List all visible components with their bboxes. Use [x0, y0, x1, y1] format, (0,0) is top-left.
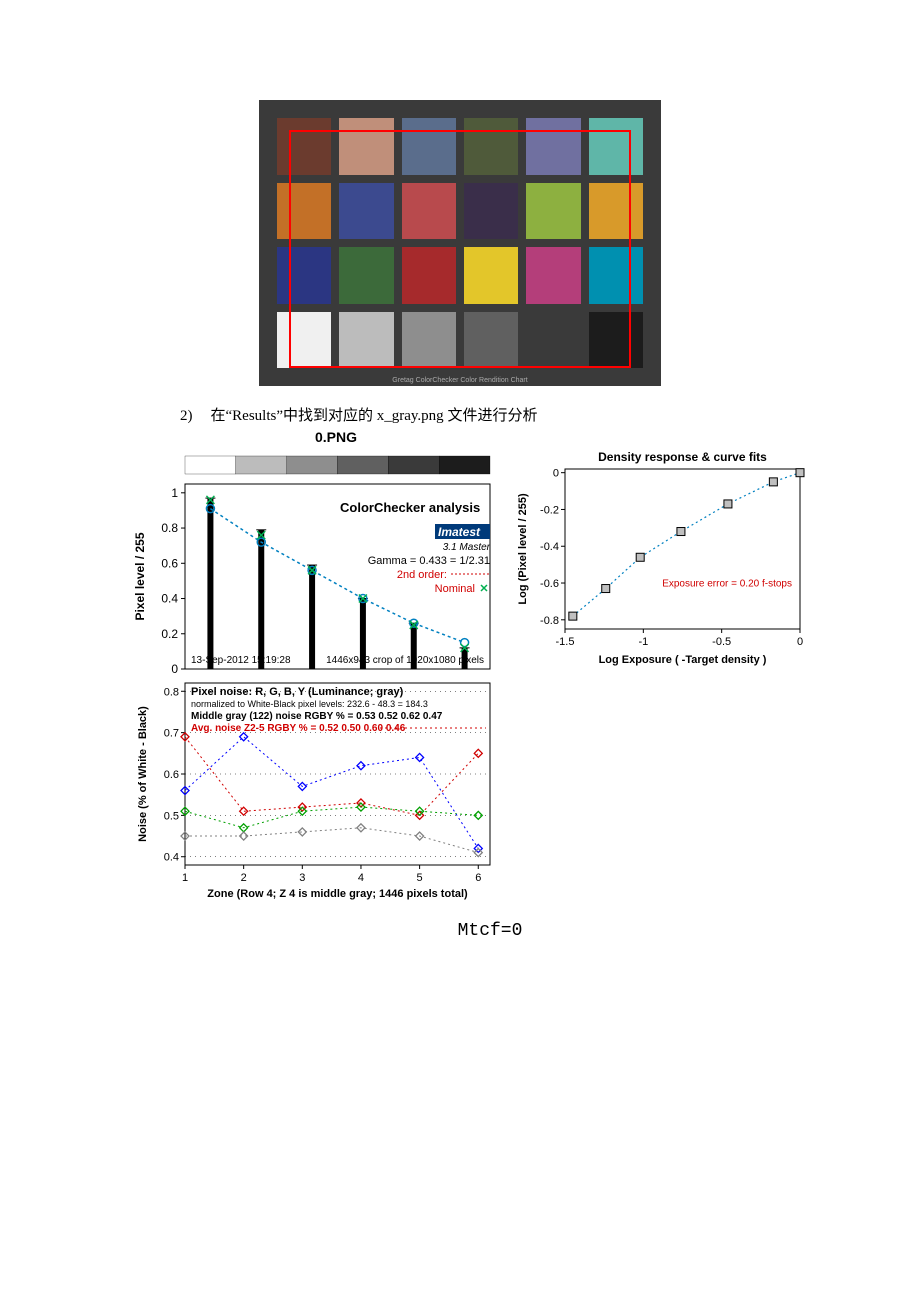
svg-text:1: 1 [182, 872, 188, 884]
colorchecker-swatch [526, 183, 580, 240]
colorchecker-swatch [526, 247, 580, 304]
svg-text:-1: -1 [638, 636, 648, 648]
svg-text:4: 4 [358, 872, 364, 884]
svg-text:0.4: 0.4 [161, 592, 178, 606]
svg-text:Log Exposure ( -Target densit: Log Exposure ( -Target density ) [599, 654, 767, 666]
svg-text:normalized to White-Black pixe: normalized to White-Black pixel levels: … [191, 699, 428, 709]
colorchecker-swatch [464, 312, 518, 369]
svg-text:2: 2 [241, 872, 247, 884]
colorchecker-swatch [589, 183, 643, 240]
colorchecker-swatch [589, 247, 643, 304]
step-number: 2) [180, 408, 193, 424]
colorchecker-swatch [277, 247, 331, 304]
svg-text:3.1 Master: 3.1 Master [443, 542, 491, 553]
svg-text:Avg. noise Z2-5 RGBY % = 0.52: Avg. noise Z2-5 RGBY % = 0.52 0.50 0.60 … [191, 723, 406, 734]
svg-text:-0.6: -0.6 [540, 578, 559, 590]
svg-text:Log (Pixel level / 255): Log (Pixel level / 255) [517, 493, 529, 605]
svg-text:2nd order:: 2nd order: [397, 569, 447, 581]
svg-text:0: 0 [797, 636, 803, 648]
colorchecker-swatch [339, 118, 393, 175]
svg-text:-1.5: -1.5 [556, 636, 575, 648]
svg-text:-0.8: -0.8 [540, 615, 559, 627]
chart-pixel-noise: 0.4 0.5 0.6 0.7 0.8 1 2 3 4 5 6 Noise (% of White -… [130, 671, 500, 901]
svg-text:0: 0 [553, 468, 559, 480]
colorchecker-swatch [589, 118, 643, 175]
svg-text:0.8: 0.8 [164, 686, 179, 698]
step-instruction: 2) 在“Results”中找到对应的 x_gray.png 文件进行分析 [180, 404, 920, 425]
step-text-before: 在“Results”中找到对应的 [211, 408, 377, 424]
figure-title: 0.PNG [315, 429, 357, 445]
colorchecker-swatch [277, 118, 331, 175]
chart-density-response: Density response & curve fits -0.8 -0.6 -0.… [510, 449, 810, 669]
svg-text:0.8: 0.8 [161, 521, 178, 535]
colorchecker-swatch [277, 183, 331, 240]
svg-text:Pixel level / 255: Pixel level / 255 [133, 532, 147, 620]
colorchecker-swatch [526, 312, 580, 369]
svg-text:ColorChecker analysis: ColorChecker analysis [340, 500, 480, 515]
colorchecker-swatch [402, 312, 456, 369]
svg-text:Middle gray (122) noise RGBY %: Middle gray (122) noise RGBY % = 0.53 0.… [191, 711, 443, 722]
svg-text:1: 1 [171, 486, 178, 500]
colorchecker-swatch [526, 118, 580, 175]
svg-text:0.2: 0.2 [161, 627, 178, 641]
svg-text:Gamma = 0.433 = 1/2.31: Gamma = 0.433 = 1/2.31 [368, 555, 490, 567]
svg-text:0.5: 0.5 [164, 810, 179, 822]
colorchecker-swatch [339, 312, 393, 369]
svg-text:1446x943 crop of 1920x1080 pix: 1446x943 crop of 1920x1080 pixels [326, 655, 484, 666]
colorchecker-swatch [277, 312, 331, 369]
colorchecker-swatch [339, 183, 393, 240]
svg-text:5: 5 [417, 872, 423, 884]
colorchecker-swatch [339, 247, 393, 304]
svg-text:Imatest: Imatest [438, 525, 481, 539]
colorchecker-caption: Gretag ColorChecker Color Rendition Char… [259, 377, 661, 384]
step-text-after: 文件进行分析 [444, 408, 538, 424]
colorchecker-swatch [402, 247, 456, 304]
colorchecker-chart: Gretag ColorChecker Color Rendition Char… [259, 100, 661, 386]
mtcf-value: Mtcf=0 [60, 921, 920, 941]
svg-text:-0.5: -0.5 [712, 636, 731, 648]
step-filename: x_gray.png [377, 408, 444, 424]
svg-text:13-Sep-2012 15:19:28: 13-Sep-2012 15:19:28 [191, 655, 291, 666]
svg-text:-0.2: -0.2 [540, 504, 559, 516]
colorchecker-swatch [402, 183, 456, 240]
svg-text:3: 3 [299, 872, 305, 884]
colorchecker-swatch [464, 118, 518, 175]
colorchecker-swatch [589, 312, 643, 369]
svg-text:Density response & curve fits: Density response & curve fits [598, 450, 767, 464]
svg-text:6: 6 [475, 872, 481, 884]
colorchecker-swatch [464, 247, 518, 304]
chart-colorchecker-analysis: 00.20.40.60.81Pixel level / 255ColorChec… [130, 449, 500, 699]
svg-text:0.4: 0.4 [164, 852, 179, 864]
svg-text:Noise (% of White - Black): Noise (% of White - Black) [137, 706, 149, 842]
svg-text:-0.4: -0.4 [540, 541, 559, 553]
svg-text:Nominal: Nominal [435, 583, 475, 595]
colorchecker-swatch [402, 118, 456, 175]
svg-text:0.6: 0.6 [161, 556, 178, 570]
colorchecker-swatch [464, 183, 518, 240]
svg-text:Pixel noise: R, G, B, Y (Lumin: Pixel noise: R, G, B, Y (Luminance; gray… [191, 686, 404, 698]
svg-text:0.6: 0.6 [164, 769, 179, 781]
svg-text:Exposure error = 0.20 f-stops: Exposure error = 0.20 f-stops [662, 579, 792, 590]
svg-text:0.7: 0.7 [164, 728, 179, 740]
svg-text:Zone (Row 4; Z 4 is middle g: Zone (Row 4; Z 4 is middle gray; 1446 pi… [207, 888, 468, 900]
